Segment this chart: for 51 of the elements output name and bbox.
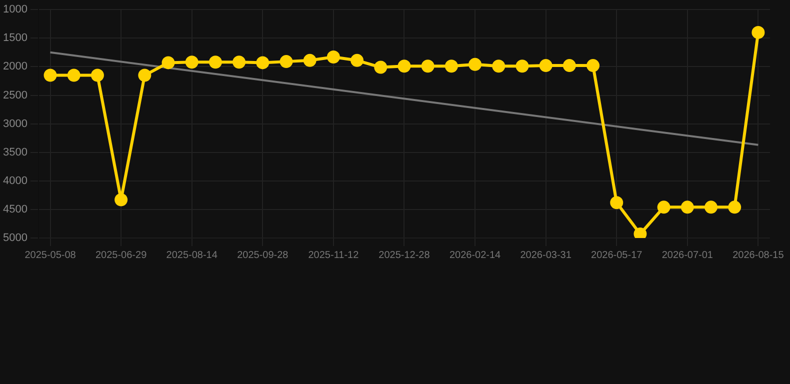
point (44, 68, 57, 82)
x-tick-label: 2026-07-01 (662, 250, 714, 261)
x-tick-label: 2025-12-28 (378, 250, 430, 261)
y-tick-label: 2000 (2, 60, 28, 73)
point (303, 54, 316, 67)
point (350, 54, 364, 67)
y-tick-label: 1000 (2, 4, 28, 16)
point (634, 228, 647, 238)
y-tick-label: 2500 (2, 89, 28, 102)
x-tick-label: 2025-08-14 (166, 250, 218, 261)
point (752, 26, 765, 39)
point (326, 50, 340, 64)
point (280, 55, 293, 68)
point (562, 59, 576, 72)
point (444, 60, 458, 73)
point (492, 60, 506, 73)
x-tick-label: 2026-03-31 (520, 250, 572, 261)
x-tick-label: 2025-06-29 (95, 250, 148, 261)
y-tick-label: 4000 (2, 174, 28, 187)
y-tick-label: 3000 (2, 118, 28, 130)
x-tick-label: 2026-02-14 (449, 250, 502, 261)
point (398, 60, 411, 73)
point (680, 200, 694, 214)
point (90, 68, 104, 82)
point (610, 196, 624, 210)
point (539, 59, 552, 72)
x-tick-label: 2025-05-08 (24, 250, 76, 261)
point (138, 68, 152, 82)
point (256, 56, 270, 70)
point (728, 200, 742, 214)
point (374, 60, 388, 74)
x-tick-label: 2026-08-15 (732, 250, 784, 261)
point (208, 56, 222, 69)
point (516, 60, 529, 73)
y-tick-label: 1500 (2, 32, 28, 44)
point (421, 60, 434, 73)
x-tick-label: 2025-09-28 (237, 250, 289, 261)
y-tick-label: 3500 (2, 146, 28, 158)
point (67, 68, 80, 82)
x-tick-label: 2026-05-17 (591, 250, 643, 261)
point (468, 58, 482, 71)
point (704, 200, 718, 214)
point (114, 193, 128, 206)
point (586, 59, 600, 72)
y-tick-label: 5000 (2, 232, 28, 244)
y-tick-label: 4500 (2, 203, 28, 216)
point (232, 56, 246, 69)
point (185, 56, 198, 69)
point (657, 200, 670, 214)
x-tick-label: 2025-11-12 (308, 250, 360, 261)
point (162, 56, 175, 70)
